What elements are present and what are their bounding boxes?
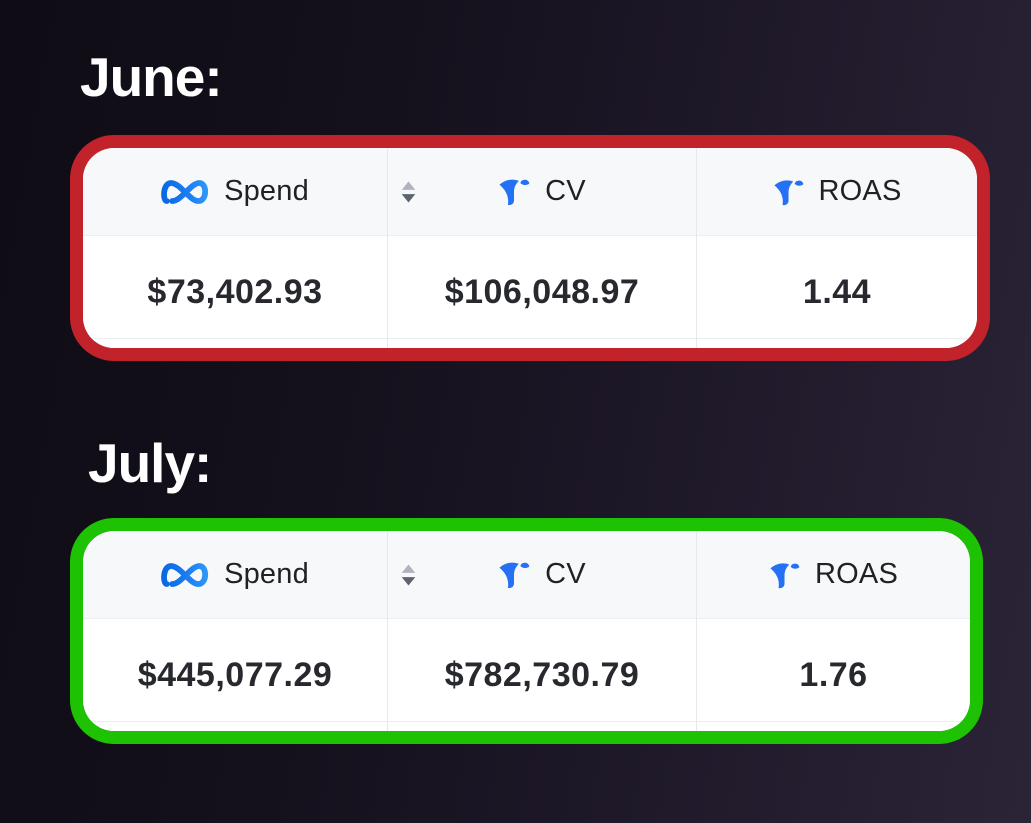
- sort-icon[interactable]: [400, 563, 417, 586]
- cropped-row-divider: [388, 721, 696, 722]
- roas-value-cell: 1.76: [697, 619, 970, 731]
- spend-column-header[interactable]: Spend: [83, 531, 387, 619]
- roas-column-header[interactable]: ROAS: [697, 148, 977, 236]
- sort-icon[interactable]: [400, 180, 417, 203]
- triple-whale-icon: [773, 176, 805, 208]
- spend-value: $73,402.93: [147, 272, 323, 311]
- spend-value: $445,077.29: [137, 655, 333, 694]
- spend-column-label: Spend: [224, 558, 309, 590]
- roas-column-label: ROAS: [818, 175, 902, 207]
- roas-value: 1.76: [799, 655, 868, 694]
- cropped-row-divider: [697, 338, 977, 339]
- june-highlight-annotation: Spend $73,402.93: [70, 135, 990, 361]
- june-heading: June:: [80, 46, 223, 108]
- spend-column-header[interactable]: Spend: [83, 148, 387, 236]
- spend-value-cell: $445,077.29: [83, 619, 387, 731]
- cv-column-header[interactable]: CV: [388, 531, 696, 619]
- triple-whale-icon: [498, 558, 531, 591]
- roas-column-label: ROAS: [815, 558, 898, 590]
- column-roas: ROAS 1.44: [697, 148, 977, 348]
- cropped-row-divider: [697, 721, 970, 722]
- cropped-row-divider: [388, 338, 696, 339]
- cv-column-label: CV: [545, 175, 586, 207]
- july-highlight-annotation: Spend $445,077.29: [70, 518, 983, 744]
- cropped-row-divider: [83, 721, 387, 722]
- cv-value-cell: $106,048.97: [388, 236, 696, 348]
- july-heading: July:: [88, 432, 212, 494]
- spend-column-label: Spend: [224, 175, 309, 207]
- cv-column-label: CV: [545, 558, 586, 590]
- triple-whale-icon: [498, 175, 531, 208]
- june-metrics-table: Spend $73,402.93: [83, 148, 977, 348]
- roas-value: 1.44: [802, 272, 872, 311]
- column-cv: CV $782,730.79: [388, 531, 697, 731]
- meta-logo-icon: [161, 176, 210, 208]
- column-spend: Spend $445,077.29: [83, 531, 388, 731]
- column-cv: CV $106,048.97: [388, 148, 697, 348]
- spend-value-cell: $73,402.93: [83, 236, 387, 348]
- roas-column-header[interactable]: ROAS: [697, 531, 970, 619]
- roas-value-cell: 1.44: [697, 236, 977, 348]
- cv-value-cell: $782,730.79: [388, 619, 696, 731]
- cropped-row-divider: [83, 338, 387, 339]
- cv-column-header[interactable]: CV: [388, 148, 696, 236]
- column-roas: ROAS 1.76: [697, 531, 970, 731]
- column-spend: Spend $73,402.93: [83, 148, 388, 348]
- cv-value: $782,730.79: [444, 655, 640, 694]
- triple-whale-icon: [769, 559, 801, 591]
- cv-value: $106,048.97: [444, 272, 640, 311]
- meta-logo-icon: [161, 559, 210, 591]
- july-metrics-table: Spend $445,077.29: [83, 531, 970, 731]
